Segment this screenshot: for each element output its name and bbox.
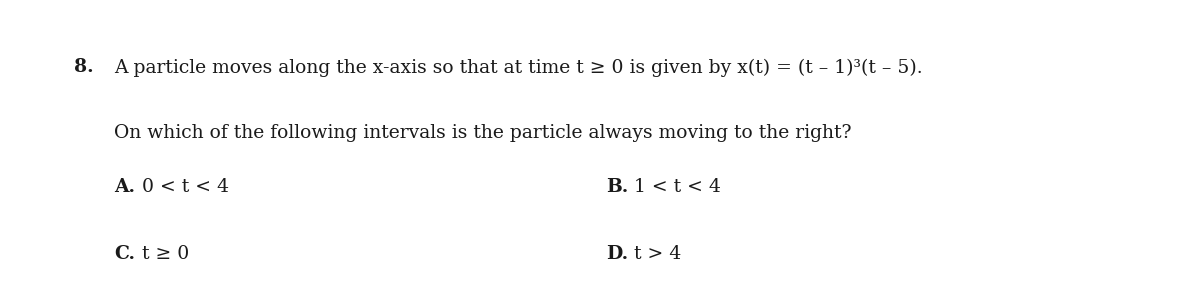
Text: A.: A. — [114, 178, 134, 196]
Text: B.: B. — [606, 178, 629, 196]
Text: On which of the following intervals is the particle always moving to the right?: On which of the following intervals is t… — [114, 124, 852, 142]
Text: 0 < t < 4: 0 < t < 4 — [142, 178, 228, 196]
Text: C.: C. — [114, 245, 134, 263]
Text: 1 < t < 4: 1 < t < 4 — [634, 178, 720, 196]
Text: D.: D. — [606, 245, 628, 263]
Text: A particle moves along the x-axis so that at time t ≥ 0 is given by x(t) = (t – : A particle moves along the x-axis so tha… — [114, 58, 923, 77]
Text: 8.: 8. — [74, 58, 94, 77]
Text: t > 4: t > 4 — [634, 245, 680, 263]
Text: t ≥ 0: t ≥ 0 — [142, 245, 188, 263]
